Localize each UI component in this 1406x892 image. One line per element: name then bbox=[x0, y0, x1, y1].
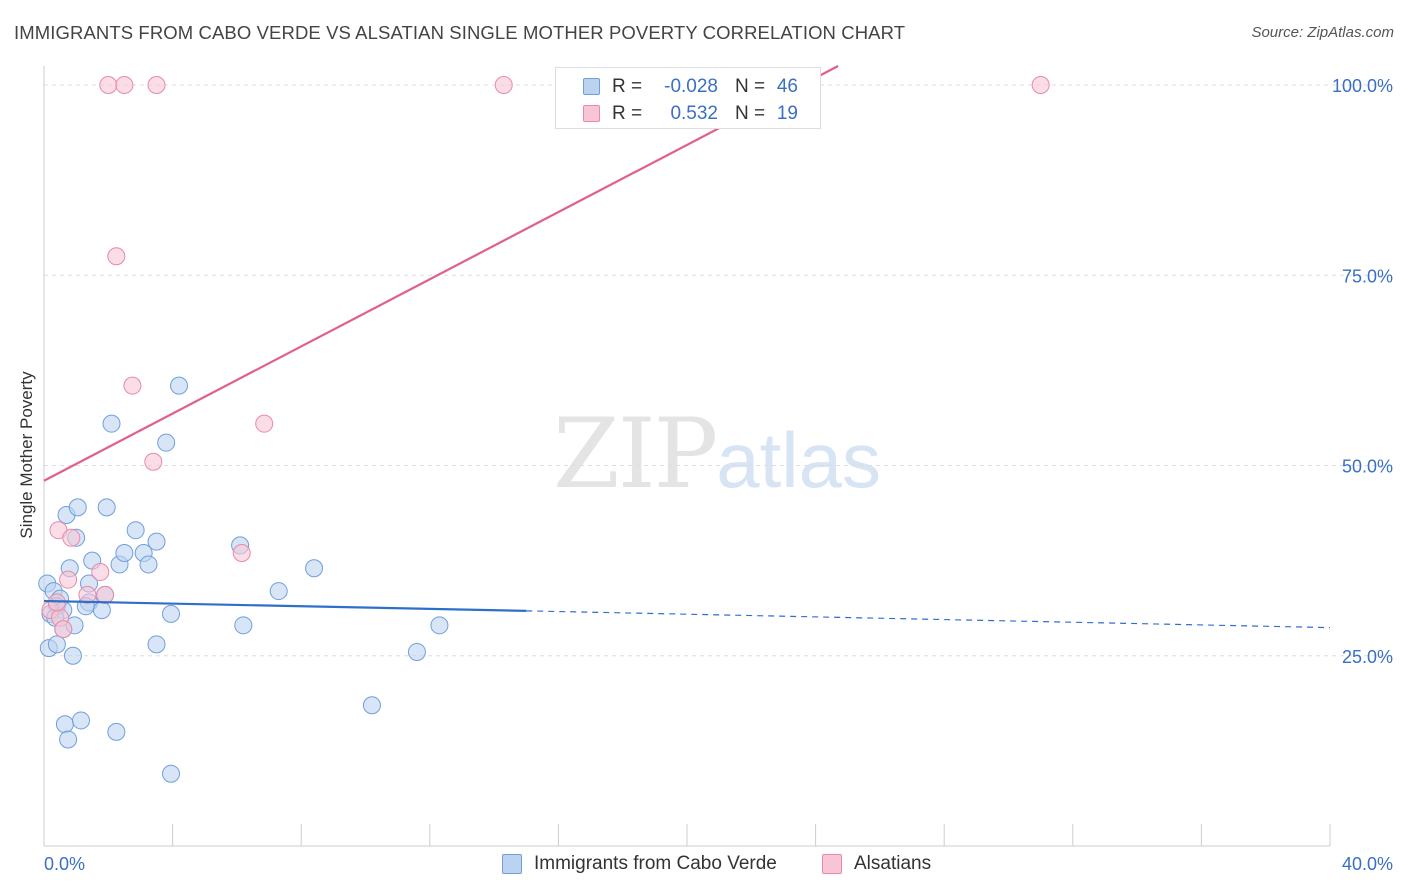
alsatian-point bbox=[99, 76, 118, 95]
cabo-verde-point bbox=[269, 582, 288, 601]
cabo-verde-point bbox=[161, 764, 180, 783]
grid-layer bbox=[44, 84, 1392, 657]
alsatian-point bbox=[107, 247, 126, 266]
alsatian-point bbox=[115, 76, 134, 95]
cabo-verde-point bbox=[305, 559, 324, 578]
cabo-verde-point bbox=[63, 646, 82, 665]
alsatian-point bbox=[47, 593, 66, 612]
cabo-verde-point bbox=[71, 711, 90, 730]
alsatian-point bbox=[232, 544, 251, 563]
correlation-legend: R = -0.028 N = 46 R = 0.532 N = 19 bbox=[555, 67, 821, 129]
blue-swatch bbox=[583, 78, 600, 95]
cabo-verde-point bbox=[97, 498, 116, 517]
watermark-zip: ZIP bbox=[553, 398, 718, 510]
r-label: R = bbox=[612, 76, 643, 97]
cabo-verde-trend-extension bbox=[526, 610, 1331, 629]
legend-item-alsatians: Alsatians bbox=[822, 850, 931, 878]
cabo-verde-point bbox=[139, 555, 158, 574]
chart-title: IMMIGRANTS FROM CABO VERDE VS ALSATIAN S… bbox=[14, 22, 906, 43]
alsatian-point bbox=[62, 528, 81, 547]
cabo-verde-point bbox=[47, 635, 66, 654]
alsatian-point bbox=[147, 76, 166, 95]
source-label: Source: ZipAtlas.com bbox=[1251, 24, 1394, 41]
r-value: 0.532 bbox=[670, 103, 718, 124]
alsatian-point bbox=[144, 452, 163, 471]
alsatian-point bbox=[78, 585, 97, 604]
legend-item-cabo-verde: Immigrants from Cabo Verde bbox=[502, 850, 777, 878]
alsatian-point bbox=[1031, 76, 1050, 95]
trend-layer bbox=[43, 65, 1331, 629]
r-value: -0.028 bbox=[664, 76, 718, 97]
cabo-verde-point bbox=[362, 696, 381, 715]
cabo-verde-point bbox=[92, 601, 111, 620]
watermark-atlas: atlas bbox=[716, 416, 881, 504]
y-axis-label: Single Mother Poverty bbox=[17, 371, 36, 539]
cabo-verde-point bbox=[157, 433, 176, 452]
alsatian-point bbox=[123, 376, 142, 395]
cabo-verde-point bbox=[68, 498, 87, 517]
cabo-verde-point bbox=[55, 715, 74, 734]
n-value: 19 bbox=[776, 103, 798, 124]
r-label: R = bbox=[612, 103, 643, 124]
cabo-verde-point bbox=[234, 616, 253, 635]
tick-labels: 25.0% 50.0% 75.0% 100.0% 0.0% 40.0% bbox=[44, 76, 1393, 874]
series-legend: Immigrants from Cabo Verde Alsatians bbox=[0, 850, 1406, 878]
cabo-verde-point bbox=[161, 604, 180, 623]
cabo-verde-point bbox=[147, 532, 166, 551]
alsatian-point bbox=[91, 563, 110, 582]
cabo-verde-point bbox=[102, 414, 121, 433]
y-tick-label: 25.0% bbox=[1342, 647, 1393, 667]
cabo-verde-trend-line bbox=[43, 599, 527, 612]
alsatian-point bbox=[59, 570, 78, 589]
x-tick-label: 0.0% bbox=[44, 854, 85, 874]
x-tick-label: 40.0% bbox=[1342, 854, 1393, 874]
n-label: N = bbox=[735, 103, 766, 124]
pink-swatch bbox=[583, 105, 600, 122]
cabo-verde-point bbox=[115, 544, 134, 563]
cabo-verde-point bbox=[430, 616, 449, 635]
y-tick-label: 50.0% bbox=[1342, 457, 1393, 477]
axis-layer bbox=[43, 66, 1331, 847]
y-tick-label: 100.0% bbox=[1332, 76, 1393, 96]
alsatian-trend-line bbox=[43, 65, 839, 482]
cabo-verde-point bbox=[126, 521, 145, 540]
pink-swatch bbox=[822, 854, 842, 874]
points-layer bbox=[38, 76, 1050, 783]
blue-swatch bbox=[502, 854, 522, 874]
cabo-verde-point bbox=[147, 635, 166, 654]
y-tick-label: 75.0% bbox=[1342, 266, 1393, 286]
legend-label: Alsatians bbox=[854, 853, 932, 874]
cabo-verde-point bbox=[170, 376, 189, 395]
watermark: ZIPatlas bbox=[553, 398, 881, 510]
alsatian-point bbox=[494, 76, 513, 95]
alsatian-point bbox=[96, 585, 115, 604]
alsatian-point bbox=[54, 620, 73, 639]
n-label: N = bbox=[735, 76, 766, 97]
legend-label: Immigrants from Cabo Verde bbox=[534, 853, 777, 874]
cabo-verde-point bbox=[107, 722, 126, 741]
n-value: 46 bbox=[776, 76, 798, 97]
alsatian-point bbox=[255, 414, 274, 433]
cabo-verde-point bbox=[407, 642, 426, 661]
cabo-verde-point bbox=[59, 730, 78, 749]
